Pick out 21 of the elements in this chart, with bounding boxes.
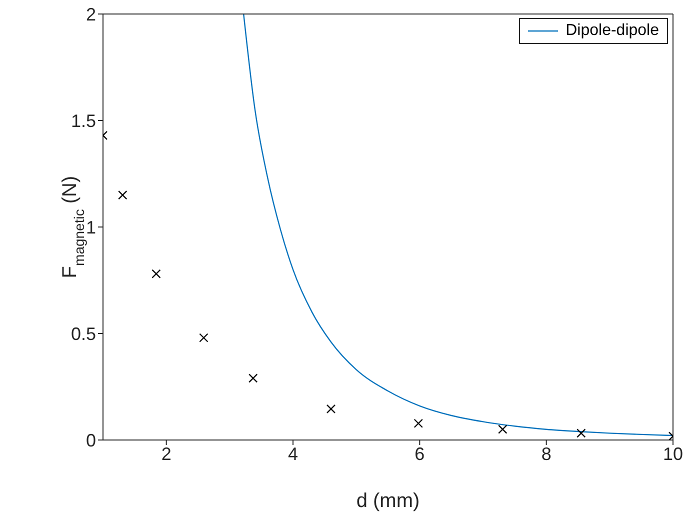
x-tick-label: 4 [288, 444, 298, 464]
point [118, 190, 128, 200]
x-tick-label: 8 [541, 444, 552, 464]
y-tick-label: 0 [86, 430, 96, 450]
line-series [243, 14, 673, 436]
x-tick-label: 6 [414, 444, 425, 464]
point [576, 428, 586, 438]
x-axis-title: d (mm) [356, 490, 420, 512]
point [414, 418, 423, 428]
point [248, 374, 258, 383]
y-tick-label: 0.5 [70, 324, 96, 344]
x-tick-label: 2 [161, 444, 172, 464]
point [326, 404, 336, 414]
y-tick-label: 1 [86, 217, 96, 238]
point [199, 333, 208, 342]
y-tick-label: 2 [86, 4, 96, 24]
legend-label: Dipole-dipole [566, 22, 659, 40]
point [152, 269, 161, 278]
x-tick-label: 10 [662, 444, 684, 464]
point [498, 424, 508, 434]
y-tick-label: 1.5 [70, 110, 96, 131]
